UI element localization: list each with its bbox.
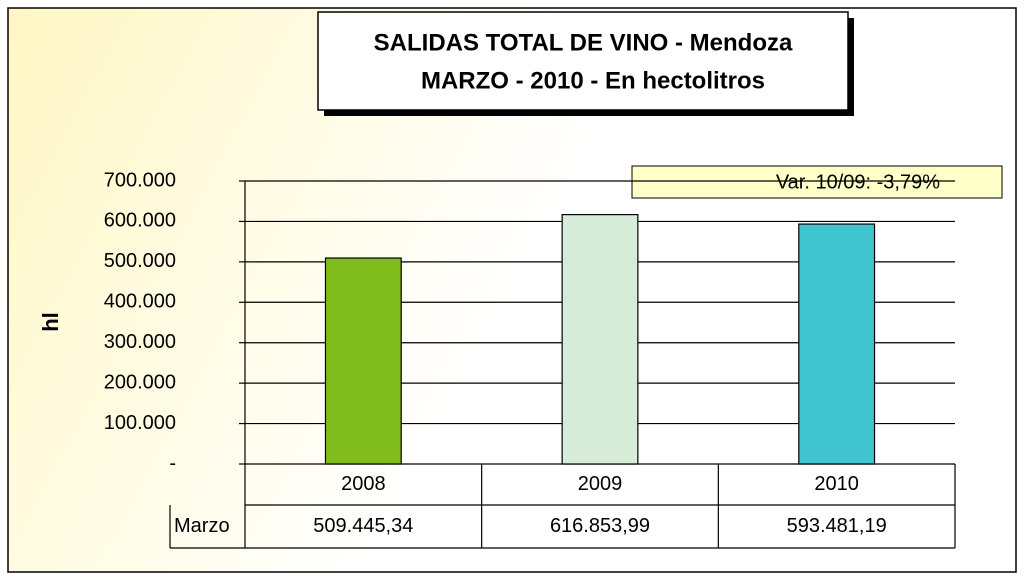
data-label: 509.445,34 xyxy=(313,515,413,537)
y-tick-label: 500.000 xyxy=(104,250,176,272)
x-tick-label: 2008 xyxy=(341,473,386,495)
y-tick-label: 700.000 xyxy=(104,169,176,191)
bar xyxy=(798,223,876,465)
chart-subtitle: MARZO - 2010 - En hectolitros xyxy=(421,67,765,94)
y-tick-label: 200.000 xyxy=(104,371,176,393)
title-box xyxy=(317,11,849,111)
legend-label: Marzo xyxy=(174,515,230,537)
y-tick-label: 600.000 xyxy=(104,210,176,232)
x-tick-label: 2010 xyxy=(814,473,859,495)
y-tick-label: - xyxy=(169,452,176,474)
y-tick-label: 400.000 xyxy=(104,291,176,313)
annotation-box xyxy=(631,165,1003,199)
data-label: 593.481,19 xyxy=(787,515,887,537)
data-label: 616.853,99 xyxy=(550,515,650,537)
x-tick-label: 2009 xyxy=(578,473,623,495)
annotation: Var. 10/09: -3,79% xyxy=(776,171,940,193)
y-tick-label: 100.000 xyxy=(104,412,176,434)
y-tick-label: 300.000 xyxy=(104,331,176,353)
y-axis-label: hl xyxy=(38,312,63,332)
bar xyxy=(324,257,402,465)
chart-title: SALIDAS TOTAL DE VINO - Mendoza xyxy=(374,29,793,56)
bar xyxy=(561,214,639,465)
